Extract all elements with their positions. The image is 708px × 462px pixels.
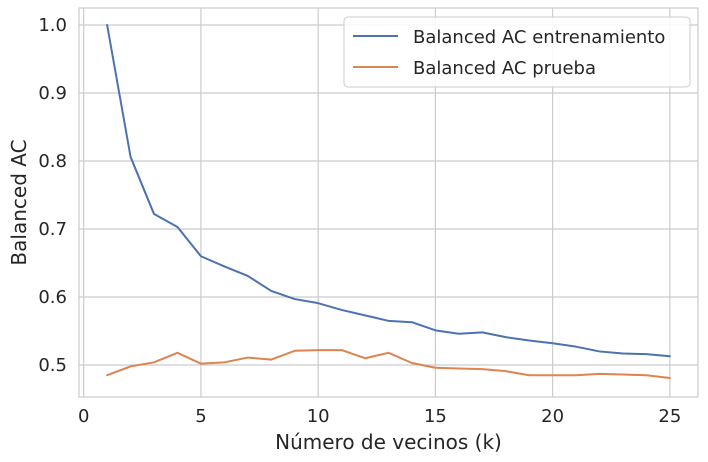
y-tick-label: 0.8 [38,151,67,172]
y-tick-labels: 0.5 0.6 0.7 0.8 0.9 1.0 [38,15,67,376]
x-tick-label: 5 [195,406,206,427]
y-tick-label: 1.0 [38,15,67,36]
legend-box [343,16,691,88]
x-tick-label: 0 [78,406,89,427]
plot-frame [78,7,699,398]
series-lines [106,24,671,379]
y-tick-label: 0.6 [38,287,67,308]
y-tick-label: 0.9 [38,83,67,104]
x-tick-label: 20 [541,406,564,427]
y-tick-label: 0.7 [38,219,67,240]
x-tick-label: 15 [424,406,447,427]
x-axis-label: Número de vecinos (k) [275,430,502,454]
x-tick-label: 10 [307,406,330,427]
y-axis-label: Balanced AC [7,139,31,265]
y-tick-label: 0.5 [38,355,67,376]
x-tick-label: 25 [658,406,681,427]
legend-label-prueba: Balanced AC prueba [413,58,596,79]
x-tick-labels: 0 5 10 15 20 25 [78,406,681,427]
legend: Balanced AC entrenamiento Balanced AC pr… [343,16,691,88]
series-line-prueba [106,349,671,379]
series-line-entrenamiento [106,24,671,358]
legend-label-entrenamiento: Balanced AC entrenamiento [413,27,665,48]
